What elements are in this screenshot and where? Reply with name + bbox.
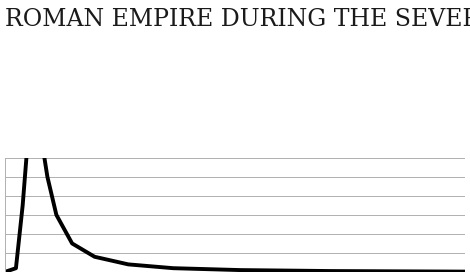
Text: ROMAN EMPIRE DURING THE SEVERAN DYNA: ROMAN EMPIRE DURING THE SEVERAN DYNA — [5, 8, 470, 31]
